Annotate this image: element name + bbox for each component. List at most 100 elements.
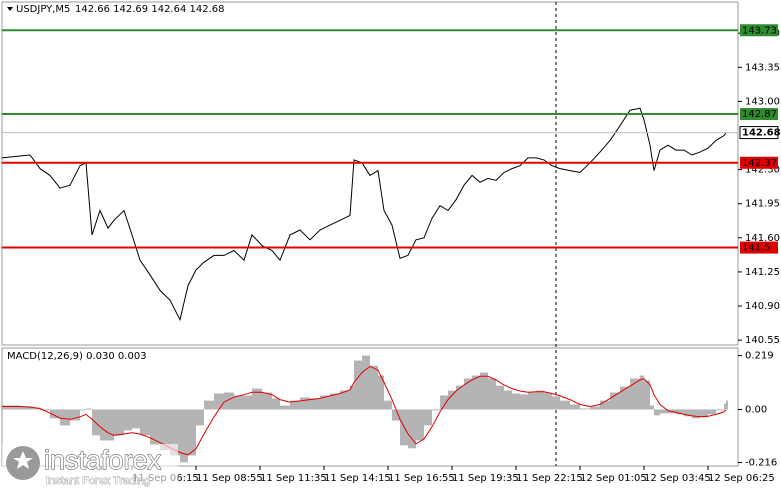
y-tick-label: 141.25 bbox=[745, 267, 780, 278]
watermark-brand: instaforex bbox=[44, 445, 162, 475]
macd-bar bbox=[272, 398, 280, 410]
chart-title: USDJPY,M5 bbox=[16, 4, 70, 15]
y-tick-label: 140.90 bbox=[745, 301, 780, 312]
y-tick-label: 142.30 bbox=[745, 165, 780, 176]
macd-bar bbox=[408, 409, 416, 449]
macd-bar bbox=[244, 395, 252, 410]
macd-bar bbox=[224, 392, 234, 410]
macd-bar bbox=[692, 409, 700, 419]
x-tick-label: 11 Sep 16:55 bbox=[388, 473, 455, 484]
macd-bar bbox=[280, 405, 290, 410]
level-box bbox=[740, 24, 778, 37]
last-price-box bbox=[739, 126, 779, 140]
macd-bar bbox=[610, 392, 620, 410]
level-label: 143.73 bbox=[742, 25, 777, 36]
y-tick-label: 143.00 bbox=[745, 96, 780, 107]
menu-arrow bbox=[7, 7, 13, 11]
y-tick-label: 143.35 bbox=[745, 62, 780, 73]
watermark: instaforex Instant Forex Trading bbox=[2, 444, 178, 488]
macd-bar bbox=[204, 400, 214, 410]
macd-bar bbox=[424, 409, 432, 426]
macd-bar bbox=[416, 409, 424, 441]
macd-bar bbox=[536, 390, 544, 410]
watermark-tagline: Instant Forex Trading bbox=[46, 475, 150, 487]
macd-bar bbox=[708, 409, 716, 415]
macd-bar bbox=[180, 409, 188, 463]
macd-bar bbox=[100, 409, 108, 441]
y-tick-label: 141.95 bbox=[745, 199, 780, 210]
macd-bar bbox=[262, 392, 272, 410]
price-line bbox=[1, 107, 727, 322]
y-tick-label: 0.219 bbox=[745, 351, 774, 362]
macd-bar bbox=[40, 409, 50, 411]
macd-bar bbox=[726, 400, 728, 410]
macd-bar bbox=[290, 400, 300, 410]
x-tick-label: 11 Sep 11:35 bbox=[260, 473, 327, 484]
macd-bar bbox=[234, 395, 244, 410]
macd-bar bbox=[340, 390, 350, 410]
macd-bar bbox=[716, 409, 724, 411]
price-panel bbox=[1, 1, 739, 346]
macd-bar bbox=[86, 408, 92, 410]
macd-bar bbox=[384, 400, 392, 410]
macd-bar bbox=[170, 409, 180, 456]
macd-bar bbox=[300, 397, 310, 410]
macd-bar bbox=[480, 372, 488, 410]
macd-bar bbox=[160, 409, 170, 451]
macd-bar bbox=[132, 409, 140, 429]
macd-bar bbox=[70, 409, 80, 421]
macd-bar bbox=[20, 406, 30, 410]
macd-bar bbox=[354, 360, 362, 410]
macd-bar bbox=[362, 355, 370, 410]
plot-layer: 143.70143.35143.00142.30141.95141.60141.… bbox=[1, 24, 781, 484]
x-tick-label: 11 Sep 19:35 bbox=[452, 473, 519, 484]
macd-bar bbox=[114, 409, 124, 436]
macd-bar bbox=[590, 406, 600, 410]
level-label: 141.5 bbox=[742, 243, 771, 254]
macd-bar bbox=[654, 409, 660, 416]
macd-bar bbox=[196, 409, 204, 426]
macd-bar bbox=[150, 409, 160, 446]
macd-bar bbox=[456, 385, 464, 410]
macd-bar bbox=[644, 380, 650, 410]
level-box bbox=[740, 156, 778, 169]
macd-bar bbox=[660, 409, 668, 414]
macd-bar bbox=[320, 395, 330, 410]
macd-bar bbox=[124, 409, 132, 431]
macd-bar bbox=[676, 409, 684, 415]
x-tick-label: 11 Sep 08:55 bbox=[196, 473, 263, 484]
y-tick-label: 140.55 bbox=[745, 335, 780, 346]
macd-bar bbox=[30, 407, 40, 410]
signal-line bbox=[2, 365, 727, 456]
macd-bar bbox=[528, 392, 536, 410]
level-label: 142.37 bbox=[742, 158, 777, 169]
macd-bar bbox=[520, 394, 528, 410]
macd-bar bbox=[60, 409, 70, 426]
macd-bar bbox=[684, 409, 692, 417]
chart-subtitle: 142.66 142.69 142.64 142.68 bbox=[75, 4, 225, 15]
macd-bar bbox=[440, 395, 448, 410]
last-price-label: 142.68 bbox=[742, 128, 781, 139]
macd-bar bbox=[392, 409, 400, 421]
macd-bar bbox=[108, 409, 114, 441]
macd-bar bbox=[214, 393, 224, 410]
macd-bar bbox=[512, 393, 520, 410]
macd-bar bbox=[504, 390, 512, 410]
macd-bar bbox=[640, 375, 644, 410]
macd-bar bbox=[188, 409, 196, 456]
macd-bar bbox=[496, 385, 504, 410]
macd-bar bbox=[378, 375, 384, 410]
macd-title: MACD(12,26,9) 0.030 0.003 bbox=[7, 351, 147, 362]
macd-bar bbox=[650, 405, 654, 410]
macd-bar bbox=[140, 409, 150, 436]
macd-bar bbox=[350, 385, 354, 410]
macd-bar bbox=[448, 390, 456, 410]
macd-bar bbox=[544, 392, 552, 410]
macd-bar bbox=[630, 378, 640, 410]
y-tick-label: -0.216 bbox=[745, 458, 777, 469]
macd-bar bbox=[80, 409, 86, 411]
level-label: 142.87 bbox=[742, 109, 777, 120]
x-tick-label: 12 Sep 03:45 bbox=[644, 473, 711, 484]
